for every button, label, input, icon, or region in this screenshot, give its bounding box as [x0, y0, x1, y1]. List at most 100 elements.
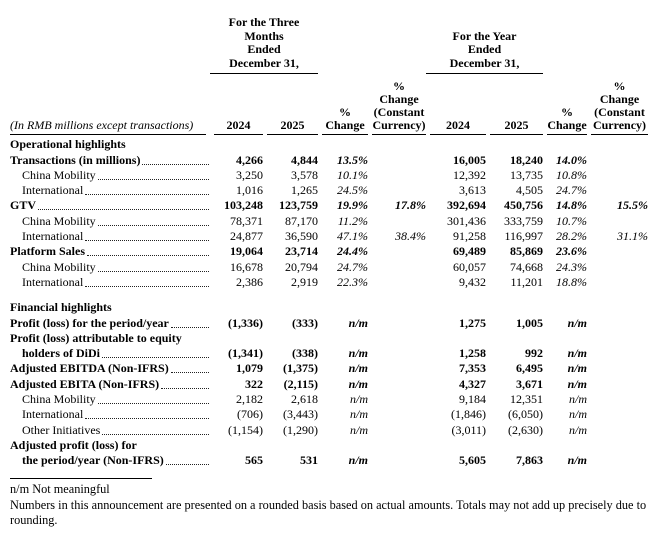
- cell-fy-2024: 69,489: [453, 244, 486, 259]
- row-label-text: GTV: [10, 198, 37, 213]
- cell-q-2025: 4,844: [291, 152, 318, 167]
- row-label-text: Adjusted EBITDA (Non-IFRS): [10, 361, 169, 376]
- dot-leader: [97, 178, 209, 180]
- row-label: holders of DiDi: [10, 346, 210, 361]
- row-label-text: Platform Sales: [10, 244, 85, 259]
- dot-leader: [85, 194, 209, 196]
- row-label: GTV: [10, 198, 210, 213]
- cell-q-2025: 531: [300, 453, 318, 468]
- cell-fy-2024: 9,432: [459, 274, 486, 289]
- row-label: Transactions (in millions): [10, 153, 210, 168]
- cell-q-2025: 123,759: [279, 198, 318, 213]
- row-label: Adjusted profit (loss) for: [10, 438, 648, 453]
- table-row: China Mobility 3,250 3,578 10.1% 12,392 13,73…: [10, 168, 649, 183]
- cell-q-2025: (1,290): [283, 422, 318, 437]
- cell-fy-pct-change: 14.8%: [556, 198, 587, 213]
- cell-fy-2024: 7,353: [459, 361, 486, 376]
- cell-q-2025: 1,265: [291, 183, 318, 198]
- table-row: Transactions (in millions) 4,266 4,844 13.5…: [10, 152, 649, 167]
- row-label-text: Other Initiatives: [22, 422, 101, 437]
- row-label: China Mobility: [10, 260, 210, 275]
- cell-fy-pct-change: 10.7%: [556, 213, 587, 228]
- cell-fy-pct-change-constant-currency: 15.5%: [617, 198, 648, 213]
- row-label-text: Operational highlights: [10, 137, 126, 152]
- row-label: Financial highlights: [10, 300, 648, 315]
- cell-fy-2025: 4,505: [516, 183, 543, 198]
- cell-q-2024: (1,154): [228, 422, 263, 437]
- cell-q-pct-change: n/m: [348, 315, 368, 330]
- cell-fy-2024: 12,392: [453, 167, 486, 182]
- row-label-text: holders of DiDi: [22, 346, 100, 361]
- row-label-text: Transactions (in millions): [10, 152, 141, 167]
- cell-q-pct-change: 11.2%: [337, 213, 368, 228]
- cell-q-2024: 322: [245, 376, 263, 391]
- col-header-q-pct-change: % Change: [322, 106, 368, 135]
- table-row: China Mobility 2,182 2,618 n/m 9,184 12,351 n/…: [10, 392, 649, 407]
- table-row: GTV 103,248 123,759 19.9% 17.8% 392,694 450,75…: [10, 198, 649, 213]
- cell-q-2024: (706): [237, 407, 263, 422]
- cell-fy-pct-change: n/m: [567, 315, 587, 330]
- cell-q-2025: (1,375): [283, 361, 318, 376]
- cell-fy-2025: 3,671: [516, 376, 543, 391]
- cell-fy-pct-change: n/m: [569, 392, 587, 407]
- col-header-fy-2025: 2025: [490, 119, 543, 135]
- dot-leader: [97, 270, 209, 272]
- col-header-fy-pct-change: % Change: [547, 106, 587, 135]
- row-label: Profit (loss) attributable to equity: [10, 331, 648, 346]
- row-label-text: China Mobility: [22, 213, 96, 228]
- cell-q-2024: 103,248: [224, 198, 263, 213]
- cell-fy-pct-change: n/m: [569, 422, 587, 437]
- cell-q-2024: 3,250: [236, 167, 263, 182]
- cell-q-2025: 87,170: [285, 213, 318, 228]
- dot-leader: [38, 209, 209, 211]
- table-row: International 24,877 36,590 47.1% 38.4% 91,25…: [10, 229, 649, 244]
- cell-fy-pct-change: n/m: [567, 346, 587, 361]
- cell-q-pct-change: 24.5%: [337, 183, 368, 198]
- cell-fy-2025: 85,869: [510, 244, 543, 259]
- table-body: Operational highlights Transactions (in m…: [10, 137, 649, 468]
- cell-q-2024: 1,079: [236, 361, 263, 376]
- full-year-period-header: For the Year Ended December 31,: [426, 29, 543, 74]
- table-row: Adjusted EBITA (Non-IFRS) 322 (2,115) n/m 4,…: [10, 376, 649, 391]
- table-row: Platform Sales 19,064 23,714 24.4% 69,489 85,…: [10, 244, 649, 259]
- cell-fy-pct-change: n/m: [569, 407, 587, 422]
- dot-leader: [142, 163, 209, 165]
- cell-fy-2025: 13,735: [510, 167, 543, 182]
- cell-fy-pct-change: 28.2%: [556, 229, 587, 244]
- row-label-text: Adjusted EBITA (Non-IFRS): [10, 376, 160, 391]
- row-label: International: [10, 407, 210, 422]
- cell-q-pct-change: 19.9%: [337, 198, 368, 213]
- cell-q-2025: 36,590: [285, 229, 318, 244]
- cell-fy-2024: 1,258: [459, 346, 486, 361]
- row-label: China Mobility: [10, 168, 210, 183]
- cell-q-2025: (333): [292, 315, 318, 330]
- cell-q-2024: (1,341): [228, 346, 263, 361]
- row-label-text: International: [22, 183, 84, 198]
- dot-leader: [170, 326, 209, 328]
- row-label-text: the period/year (Non-IFRS): [22, 453, 164, 468]
- cell-q-2025: 3,578: [291, 167, 318, 182]
- table-row: the period/year (Non-IFRS) 565 531 n/m 5,605…: [10, 453, 649, 468]
- cell-q-pct-change: 47.1%: [337, 229, 368, 244]
- dot-leader: [102, 357, 209, 359]
- cell-fy-2024: 1,275: [459, 315, 486, 330]
- table-row: China Mobility 78,371 87,170 11.2% 301,436 33…: [10, 213, 649, 228]
- cell-q-2024: 2,386: [236, 274, 263, 289]
- dot-leader: [97, 224, 209, 226]
- row-label-text: China Mobility: [22, 167, 96, 182]
- dot-leader: [170, 372, 209, 374]
- cell-fy-pct-change: 18.8%: [556, 274, 587, 289]
- cell-fy-2024: 16,005: [453, 152, 486, 167]
- cell-fy-2025: 992: [525, 346, 543, 361]
- row-label-text: Adjusted profit (loss) for: [10, 437, 137, 452]
- row-label: China Mobility: [10, 214, 210, 229]
- row-label-text: Financial highlights: [10, 300, 112, 315]
- cell-q-2024: (1,336): [228, 315, 263, 330]
- section-header-row: Operational highlights: [10, 137, 649, 152]
- footnote-divider: [10, 478, 152, 480]
- cell-fy-2025: (2,630): [508, 422, 543, 437]
- cell-q-pct-change-constant-currency: 38.4%: [395, 229, 426, 244]
- cell-q-2025: (338): [292, 346, 318, 361]
- dot-leader: [161, 387, 209, 389]
